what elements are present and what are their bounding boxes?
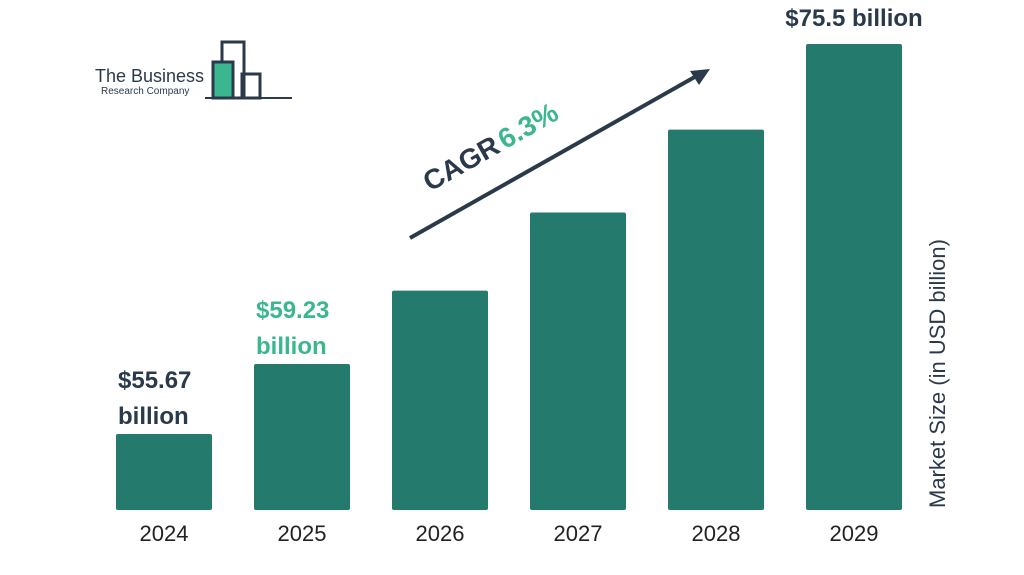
- company-logo: The Business Research Company: [95, 40, 292, 100]
- x-tick-2025: 2025: [278, 521, 327, 546]
- x-tick-2028: 2028: [692, 521, 741, 546]
- data-label-2024: $55.67: [118, 367, 191, 394]
- logo-building-green-icon: [211, 60, 235, 100]
- bar-2027: [530, 212, 626, 510]
- bar-2029: [806, 44, 902, 510]
- cagr-value: 6.3%: [493, 96, 564, 154]
- data-label-2029: $75.5 billion: [785, 5, 922, 32]
- x-tick-2027: 2027: [554, 521, 603, 546]
- data-label-unit-2024: billion: [118, 403, 189, 430]
- bar-2024: [116, 434, 212, 510]
- logo-line1: The Business: [95, 66, 204, 86]
- bars-group: [116, 44, 902, 510]
- cagr-label: CAGR: [418, 130, 505, 198]
- bar-2025: [254, 364, 350, 510]
- logo-line2: Research Company: [101, 86, 189, 97]
- data-labels: $55.67 billion $59.23 billion $75.5 billion: [118, 5, 923, 430]
- x-tick-2024: 2024: [140, 521, 189, 546]
- bar-2026: [392, 290, 488, 510]
- x-tick-2026: 2026: [416, 521, 465, 546]
- x-tick-labels: 2024 2025 2026 2027 2028 2029: [140, 521, 879, 546]
- bar-2028: [668, 129, 764, 510]
- arrow-head-icon: [690, 69, 710, 85]
- x-tick-2029: 2029: [830, 521, 879, 546]
- y-axis-label: Market Size (in USD billion): [925, 239, 950, 508]
- data-label-unit-2025: billion: [256, 333, 327, 360]
- cagr-arrow-line: [409, 72, 701, 240]
- data-label-2025: $59.23: [256, 297, 329, 324]
